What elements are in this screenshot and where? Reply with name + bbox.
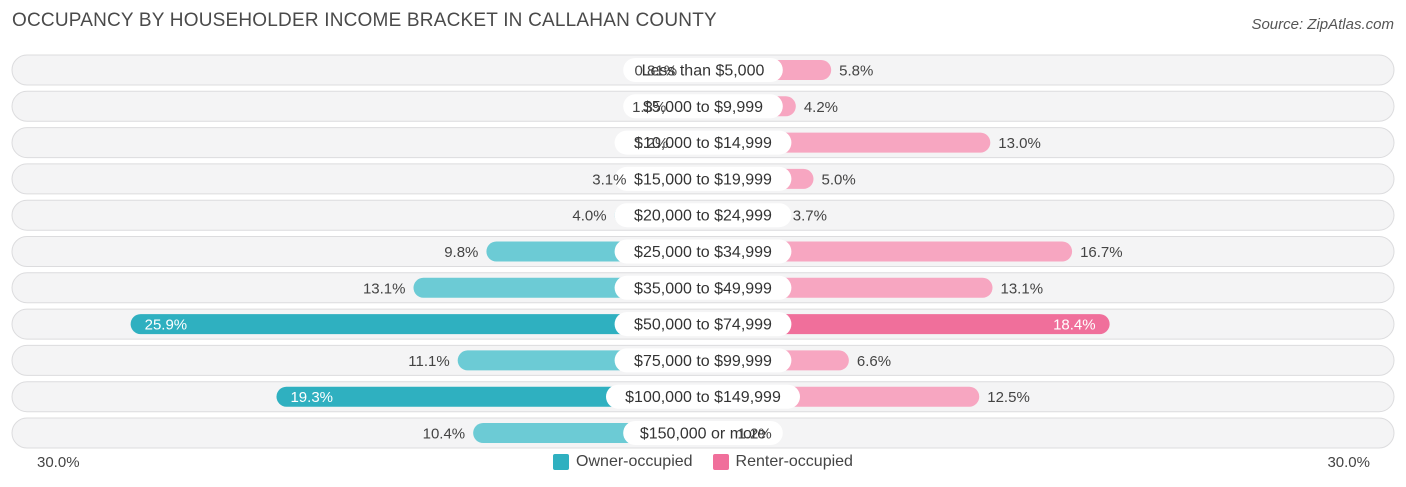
category-label: $100,000 to $149,999 — [625, 389, 781, 406]
legend-label-owner: Owner-occupied — [576, 453, 693, 470]
renter-value-label: 13.0% — [998, 135, 1041, 152]
category-label: Less than $5,000 — [642, 63, 765, 80]
category-label-background — [614, 348, 792, 373]
legend-item-renter[interactable]: Renter-occupied — [712, 453, 853, 471]
category-label-background — [606, 384, 800, 409]
renter-value-label: 3.7% — [793, 208, 827, 225]
owner-value-label: 25.9% — [145, 317, 188, 334]
axis-left-label: 30.0% — [37, 454, 80, 471]
category-label-background — [614, 203, 792, 228]
category-label-background — [623, 58, 783, 82]
category-label-background — [614, 275, 792, 300]
owner-value-label: 1.3% — [632, 99, 666, 116]
owner-value-label: 4.0% — [572, 208, 606, 225]
owner-value-label: 3.1% — [592, 171, 626, 188]
legend-swatch-renter — [712, 454, 729, 470]
renter-value-label: 18.4% — [1053, 317, 1096, 334]
category-label-background — [623, 421, 783, 445]
legend: Owner-occupied Renter-occupied — [0, 453, 1406, 471]
category-label: $10,000 to $14,999 — [634, 135, 772, 152]
category-label: $50,000 to $74,999 — [634, 317, 772, 334]
category-label-background — [623, 94, 783, 119]
category-label-background — [614, 166, 792, 191]
owner-value-label: 0.81% — [635, 63, 678, 80]
renter-value-label: 12.5% — [987, 389, 1030, 406]
owner-value-label: 9.8% — [444, 244, 478, 261]
renter-bar[interactable] — [693, 314, 1110, 335]
category-label: $20,000 to $24,999 — [634, 208, 772, 225]
renter-value-label: 5.8% — [839, 63, 873, 80]
owner-bar[interactable] — [130, 314, 714, 335]
source-note: Source: ZipAtlas.com — [1251, 16, 1394, 33]
renter-value-label: 13.1% — [1001, 280, 1044, 297]
renter-value-label: 6.6% — [857, 353, 891, 370]
legend-item-owner[interactable]: Owner-occupied — [553, 453, 693, 471]
legend-swatch-owner — [553, 454, 570, 470]
category-label-background — [614, 239, 792, 264]
category-label: $75,000 to $99,999 — [634, 353, 772, 370]
category-label: $35,000 to $49,999 — [634, 280, 772, 297]
renter-value-label: 16.7% — [1080, 244, 1123, 261]
owner-value-label: 1.2% — [634, 135, 668, 152]
owner-bar[interactable] — [276, 386, 713, 407]
renter-value-label: 4.2% — [804, 99, 838, 116]
category-label: $25,000 to $34,999 — [634, 244, 772, 261]
category-label: $150,000 or more — [640, 426, 766, 443]
renter-value-label: 5.0% — [822, 171, 856, 188]
renter-value-label: 1.2% — [738, 426, 772, 443]
category-label: $15,000 to $19,999 — [634, 171, 772, 188]
owner-value-label: 13.1% — [363, 280, 406, 297]
axis-right-label: 30.0% — [1327, 454, 1370, 471]
owner-value-label: 10.4% — [423, 426, 466, 443]
category-label: $5,000 to $9,999 — [643, 99, 763, 116]
owner-value-label: 19.3% — [290, 389, 333, 406]
owner-value-label: 11.1% — [408, 353, 449, 370]
category-label-background — [614, 312, 792, 337]
category-label-background — [614, 130, 792, 155]
chart-title: OCCUPANCY BY HOUSEHOLDER INCOME BRACKET … — [12, 10, 717, 31]
legend-label-renter: Renter-occupied — [735, 453, 853, 470]
